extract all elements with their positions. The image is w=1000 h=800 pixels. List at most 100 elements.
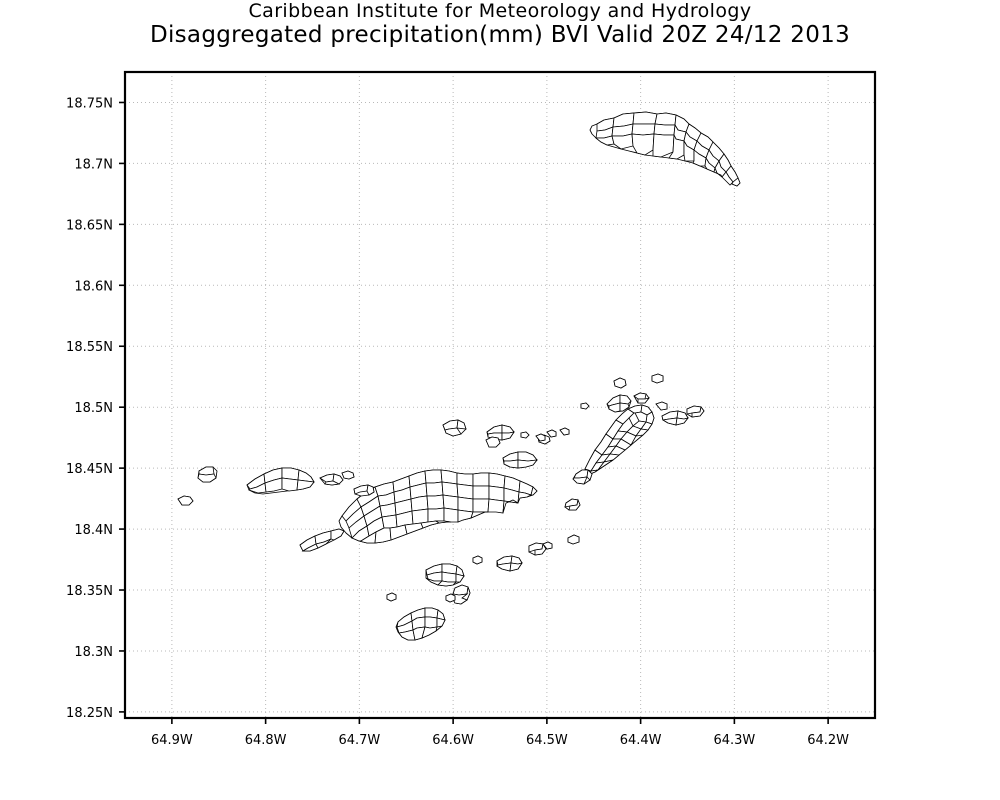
precip-grid-cell <box>457 509 474 523</box>
ytick-label: 18.65N <box>66 218 113 233</box>
island-prickly-pear <box>633 392 651 404</box>
precip-grid-cell <box>668 133 685 160</box>
precip-grid-cell <box>381 514 398 529</box>
precip-grid-cell <box>426 494 445 510</box>
xtick-label: 64.5W <box>526 733 568 748</box>
precip-grid-cell <box>456 483 474 500</box>
ytick-label: 18.6N <box>74 279 113 294</box>
precip-grid-cell <box>455 573 465 583</box>
precip-grid-cell <box>197 473 217 483</box>
precip-grid-cell <box>580 402 590 410</box>
xtick-label: 64.7W <box>338 733 380 748</box>
island-mosquito-island <box>613 377 627 389</box>
precip-grid-cell <box>655 401 668 411</box>
precip-grid-cell <box>568 498 581 511</box>
precip-grid-cell <box>457 496 474 513</box>
precip-grid-cell <box>386 592 397 602</box>
precip-grid-cell <box>713 166 723 178</box>
precip-grid-cell <box>501 424 515 434</box>
islands-group <box>177 111 741 641</box>
precip-grid-cell <box>444 427 462 437</box>
ytick-label: 18.7N <box>74 157 113 172</box>
precip-grid-cell <box>443 507 459 523</box>
island-norman-islet <box>386 592 397 602</box>
xtick-label: 64.6W <box>432 733 474 748</box>
island-green-cay-sandy <box>341 470 355 480</box>
ytick-label: 18.75N <box>66 96 113 111</box>
figure-title-block: Caribbean Institute for Meteorology and … <box>0 0 1000 48</box>
island-fallen-jerusalem <box>564 498 581 511</box>
precip-grid-cell <box>281 477 299 492</box>
island-south-cay-a <box>445 593 456 603</box>
island-eustatia <box>655 401 668 411</box>
precip-grid-cell <box>501 431 515 441</box>
precip-grid-cell <box>404 522 424 535</box>
precip-grid-cell <box>472 485 490 500</box>
ytick-label: 18.35N <box>66 584 113 599</box>
precip-grid-cell <box>487 498 505 514</box>
island-jost-van-dyke <box>246 467 315 495</box>
island-cooper-island <box>528 542 547 556</box>
island-east-chain-b <box>686 405 705 418</box>
xtick-label: 64.8W <box>245 733 287 748</box>
precip-grid-cell <box>324 480 341 486</box>
island-tortola <box>338 469 538 544</box>
precip-grid-cell <box>437 580 457 587</box>
precip-grid-cell <box>586 469 593 481</box>
precip-grid-cell <box>424 469 443 484</box>
precip-grid-cell <box>534 542 547 556</box>
precip-grid-cell <box>654 112 677 126</box>
precip-grid-cell <box>330 528 345 541</box>
island-great-thatch <box>353 484 375 497</box>
precip-grid-cell <box>410 495 429 512</box>
precip-grid-cell <box>411 508 429 525</box>
precip-grid-cell <box>619 402 630 412</box>
island-islet-tiny-w <box>520 431 530 439</box>
precip-grid-cell <box>425 481 444 497</box>
institute-title: Caribbean Institute for Meteorology and … <box>248 0 752 22</box>
precip-grid-cell <box>488 472 506 489</box>
precip-grid-cell <box>691 406 705 418</box>
island-virgin-gorda-north <box>606 394 632 413</box>
precip-grid-cell <box>637 397 651 404</box>
precip-grid-cell <box>692 149 707 167</box>
island-virgin-gorda-south <box>572 469 593 485</box>
precip-grid-cell <box>427 507 445 523</box>
tickmarks-group <box>119 101 829 724</box>
precip-grid-cell <box>651 373 664 384</box>
island-marina-cay <box>546 429 557 438</box>
precip-grid-cell <box>472 498 490 513</box>
xtick-label: 64.2W <box>807 733 849 748</box>
precip-grid-cell <box>502 451 519 462</box>
precip-grid-cell <box>332 473 344 485</box>
precip-grid-cell <box>472 555 483 565</box>
plot-frame <box>123 70 877 720</box>
island-small-islet-east <box>542 541 553 550</box>
xtick-label: 64.3W <box>713 733 755 748</box>
ytick-label: 18.5N <box>74 401 113 416</box>
ytick-label: 18.45N <box>66 462 113 477</box>
precip-grid-cell <box>488 485 505 502</box>
island-ginger-island <box>567 534 580 545</box>
precip-grid-cell <box>652 133 675 158</box>
precip-grid-cell <box>341 470 355 480</box>
precip-grid-cell <box>517 451 538 462</box>
precip-grid-cell <box>509 562 523 572</box>
precip-grid-cell <box>436 617 446 628</box>
precip-grid-cell <box>567 534 580 545</box>
island-salt-island <box>496 555 523 572</box>
precip-grid-cell <box>445 593 456 603</box>
island-west-islet-a <box>177 495 194 506</box>
island-anegada <box>589 111 741 187</box>
island-peter-south <box>451 584 471 605</box>
precip-grid-cell <box>452 584 469 596</box>
precip-grid-cell <box>442 494 459 511</box>
gridlines-group <box>125 72 875 718</box>
island-beef-island <box>502 451 538 469</box>
ticklabels-group: 64.9W 64.8W 64.7W 64.6W 64.5W 64.4W 64.3W 64.2W… <box>66 96 849 748</box>
precip-grid-cell <box>572 476 588 485</box>
precip-grid-cell <box>503 459 519 469</box>
precip-grid-cell <box>502 499 519 514</box>
island-east-chain-a <box>661 410 690 426</box>
